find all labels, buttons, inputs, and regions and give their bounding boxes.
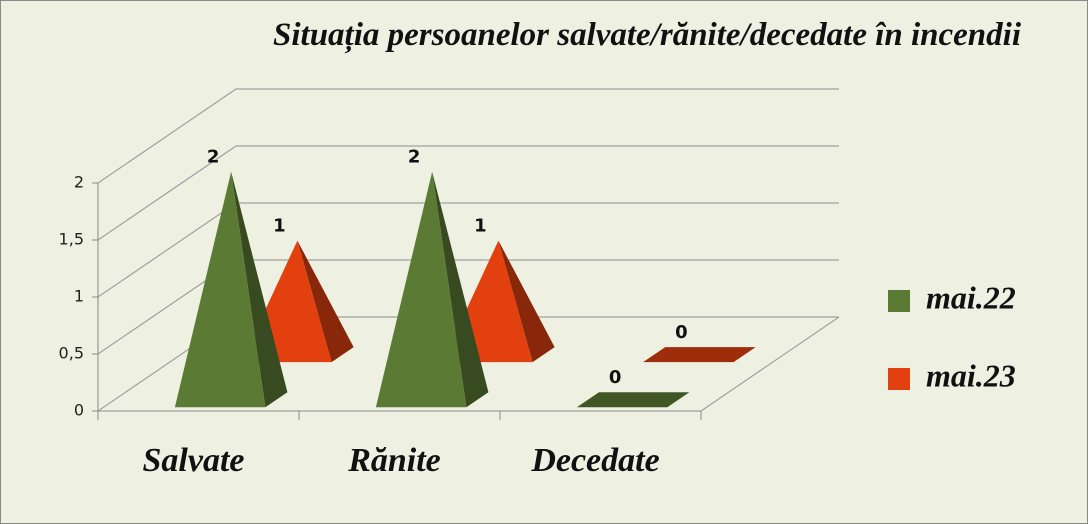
pyramid: [375, 171, 489, 408]
pyramid-base: [576, 392, 690, 408]
value-label: 2: [408, 147, 421, 168]
pyramid: [576, 392, 690, 408]
legend-label: mai.23: [926, 357, 1016, 393]
y-tick-label: 1: [74, 287, 84, 306]
value-label: 0: [675, 322, 688, 343]
y-tick-label: 0,5: [59, 344, 84, 363]
pyramid-side: [297, 240, 354, 363]
y-tick-label: 1,5: [59, 230, 84, 249]
y-tick-label: 2: [74, 173, 84, 192]
value-label: 2: [207, 147, 220, 168]
pyramid: [174, 171, 288, 408]
value-label: 1: [474, 216, 487, 237]
grid-line: [97, 145, 839, 241]
value-label: 0: [609, 367, 622, 388]
y-tick-label: 0: [74, 401, 84, 420]
pyramid-front: [375, 171, 467, 408]
chart-title: Situația persoanelor salvate/rănite/dece…: [273, 17, 1021, 53]
pyramid: [643, 347, 756, 363]
x-tick-label: Decedate: [530, 442, 659, 479]
legend-swatch: [888, 290, 910, 312]
pyramid-side: [498, 240, 555, 363]
x-tick-label: Salvate: [143, 442, 245, 479]
legend-label: mai.22: [926, 279, 1016, 315]
value-label: 1: [273, 216, 286, 237]
legend-swatch: [888, 368, 910, 390]
pyramid-side: [432, 171, 489, 408]
x-tick-label: Rănite: [347, 442, 441, 479]
pyramid-side: [231, 171, 288, 408]
pyramid-base: [643, 347, 756, 363]
grid-line: [97, 88, 839, 184]
pyramid-front: [174, 171, 266, 408]
